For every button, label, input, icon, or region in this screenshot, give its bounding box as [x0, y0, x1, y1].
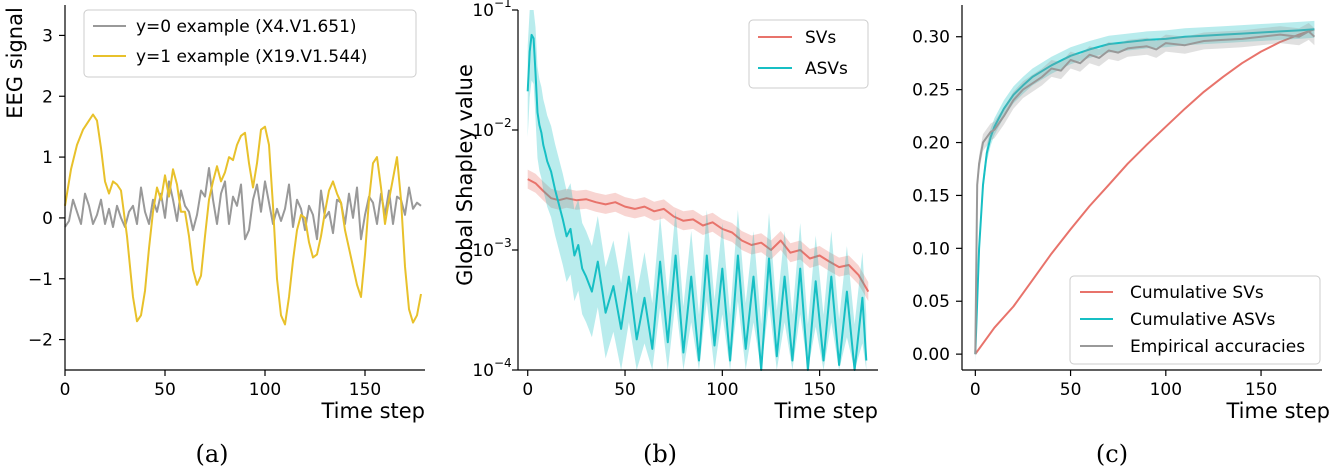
panel-a-series-0: [64, 167, 422, 241]
panel-a-legend-box: [83, 9, 417, 78]
panel-a-caption: (a): [195, 440, 228, 468]
panel-a: 0 50 100 150 −2 −1 0 1 2 3 EEG signal Time step (…: [3, 5, 425, 468]
panel-a-xtick-label-1: 50: [154, 380, 176, 400]
panel-c-legend-label-0: Cumulative SVs: [1130, 283, 1264, 303]
panel-b-xtick-label-1: 50: [614, 380, 636, 400]
panel-b-series-1: [526, 33, 868, 371]
panel-a-xtick-label-3: 150: [349, 380, 381, 400]
panel-b-series-0: [527, 178, 870, 293]
panel-c-xtick-label-1: 50: [1060, 380, 1082, 400]
panel-b-band-1: [527, 10, 867, 370]
panel-c-ytick-label-4: 0.20: [912, 134, 950, 154]
panel-c-legend-label-1: Cumulative ASVs: [1130, 310, 1275, 330]
panel-c-xlabel: Time step: [1226, 399, 1331, 423]
panel-a-ytick-label-3: 1: [42, 148, 53, 168]
panel-b-ytick-exp-1: −3: [494, 236, 512, 250]
panel-c-ytick-label-3: 0.15: [912, 186, 950, 206]
panel-b-xtick-label-2: 100: [706, 380, 738, 400]
panel-c-ytick-label-0: 0.00: [912, 345, 950, 365]
panel-c-legend-label-2: Empirical accuracies: [1130, 337, 1305, 357]
panel-c-series-0: [974, 28, 1315, 355]
panel-c-caption: (c): [1096, 440, 1128, 468]
panel-a-ytick-label-2: 0: [42, 209, 53, 229]
panel-c-xtick-label-0: 0: [970, 380, 981, 400]
panel-a-legend-label-1: y=1 example (X19.V1.544): [136, 47, 367, 67]
panel-c-ytick-label-6: 0.30: [912, 28, 950, 48]
panel-b-series: [526, 10, 870, 371]
panel-a-xtick-label-2: 100: [249, 380, 281, 400]
panel-b-ytick-exp-2: −2: [494, 116, 512, 130]
panel-a-ticks: 0 50 100 150 −2 −1 0 1 2 3: [28, 26, 381, 400]
panel-a-series-1: [64, 113, 422, 326]
panel-b-ytick-exp-3: −1: [494, 0, 512, 10]
panel-a-xlabel: Time step: [321, 399, 426, 423]
panel-b-legend-label-1: ASVs: [805, 59, 848, 79]
panel-b-caption: (b): [643, 440, 677, 468]
panel-b-legend-label-0: SVs: [805, 28, 836, 48]
panel-b-ytick-label-1: 10: [472, 241, 494, 261]
panel-c-xtick-label-3: 150: [1245, 380, 1277, 400]
panel-a-xtick-label-0: 0: [60, 380, 71, 400]
panel-b-ytick-label-0: 10: [472, 361, 494, 381]
panel-b-ylabel: Global Shapley value: [453, 64, 477, 286]
panel-a-ytick-label-0: −2: [28, 331, 53, 351]
panel-c-ytick-label-1: 0.05: [912, 292, 950, 312]
panel-b-ytick-exp-0: −4: [494, 356, 512, 370]
panel-c-xtick-label-2: 100: [1150, 380, 1182, 400]
panel-a-ytick-label-5: 3: [42, 26, 53, 46]
panel-a-ylabel: EEG signal: [3, 7, 27, 119]
panel-a-ytick-label-1: −1: [28, 270, 53, 290]
panel-a-series: [64, 113, 422, 326]
panel-c-series-1: [974, 28, 1315, 355]
panel-c-legend: Cumulative SVs Cumulative ASVs Empirical…: [1069, 275, 1321, 365]
panel-b-xtick-label-3: 150: [803, 380, 835, 400]
panel-c-legend-box: [1069, 275, 1321, 365]
panel-a-legend: y=0 example (X4.V1.651) y=1 example (X19…: [83, 9, 417, 78]
panel-c-series-2: [974, 30, 1316, 355]
panel-b-ytick-label-2: 10: [472, 121, 494, 141]
panel-c: 0 50 100 150 0.00 0.05 0.10 0.15 0.20 0.25 0.30 Ti…: [912, 5, 1330, 468]
panel-c-ytick-label-2: 0.10: [912, 239, 950, 259]
panel-b-xlabel: Time step: [774, 399, 879, 423]
panel-b-ytick-label-3: 10: [472, 1, 494, 21]
panel-c-ticks: 0 50 100 150 0.00 0.05 0.10 0.15 0.20 0.25 0.30: [912, 28, 1277, 400]
panel-b-legend: SVs ASVs: [748, 19, 869, 89]
panel-c-ytick-label-5: 0.25: [912, 81, 950, 101]
panel-c-series: [974, 20, 1316, 363]
panel-a-ytick-label-4: 2: [42, 87, 53, 107]
panel-a-legend-label-0: y=0 example (X4.V1.651): [136, 17, 357, 37]
panel-b-xtick-label-0: 0: [522, 380, 533, 400]
